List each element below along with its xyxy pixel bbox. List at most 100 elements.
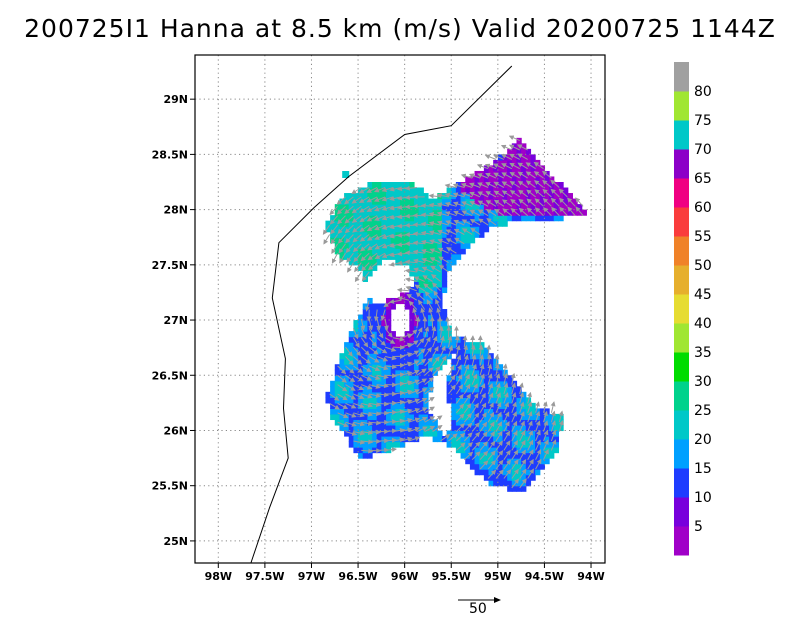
- wind-vector: [352, 328, 359, 340]
- wind-vector: [487, 440, 496, 451]
- wind-vector: [353, 384, 365, 391]
- wind-vector: [344, 196, 354, 205]
- wind-vector: [534, 207, 544, 217]
- lon-tick-label: 94.5W: [525, 570, 564, 583]
- wind-vector: [518, 207, 529, 217]
- wind-vectors: [322, 135, 584, 489]
- wind-vector: [534, 189, 544, 198]
- wind-vector: [487, 431, 495, 442]
- wind-vector: [392, 409, 405, 415]
- wind-vector: [439, 335, 445, 348]
- lat-tick-label: 28N: [163, 204, 188, 217]
- colorbar-label: 80: [694, 84, 712, 100]
- wind-vector: [416, 337, 425, 348]
- wind-vector: [424, 357, 433, 367]
- wind-vector: [432, 425, 443, 433]
- reference-vector-label: 50: [469, 601, 487, 617]
- wind-vector: [345, 421, 357, 427]
- wind-vector: [463, 451, 474, 461]
- wind-vector: [408, 329, 418, 339]
- wind-vector: [484, 154, 497, 160]
- wind-vector: [503, 430, 511, 442]
- wind-vector: [368, 356, 380, 363]
- wind-vector: [369, 429, 382, 435]
- lat-tick-label: 25N: [163, 535, 188, 548]
- plot-area: [195, 55, 605, 563]
- colorbar-label: 75: [694, 113, 712, 129]
- lon-tick-label: 95W: [484, 570, 511, 583]
- wind-vector: [345, 393, 357, 400]
- wind-vector: [365, 300, 370, 312]
- wind-vector: [542, 188, 552, 198]
- colorbar-swatch: [674, 323, 689, 353]
- wind-vector: [487, 460, 496, 470]
- wind-vector: [462, 335, 468, 348]
- wind-vector: [384, 346, 397, 352]
- lat-tick-label: 25.5N: [152, 480, 188, 493]
- wind-vector: [400, 361, 413, 367]
- wind-vector: [408, 389, 420, 395]
- wind-vector: [416, 368, 427, 376]
- wind-vector: [558, 188, 568, 198]
- wind-vector: [519, 439, 526, 451]
- wind-vector: [526, 198, 536, 207]
- wind-vector: [487, 373, 493, 385]
- wind-vector: [353, 430, 366, 436]
- wind-vector: [384, 337, 396, 344]
- wind-vector: [558, 420, 564, 432]
- wind-vector: [456, 442, 466, 451]
- wind-vector: [422, 275, 433, 282]
- wind-vector: [437, 316, 443, 329]
- wind-vector: [377, 365, 389, 371]
- wind-vector: [396, 287, 409, 293]
- wind-vector: [495, 382, 501, 395]
- wind-vector: [535, 401, 540, 413]
- wind-vector: [445, 229, 457, 235]
- wind-vector: [345, 346, 353, 357]
- wind-vector: [502, 208, 513, 217]
- wind-vector: [479, 373, 485, 385]
- wind-vector: [385, 437, 397, 443]
- wind-vector: [448, 374, 456, 385]
- wind-vector: [448, 384, 456, 395]
- wind-vector: [437, 247, 449, 254]
- wind-vector: [396, 260, 409, 266]
- wind-vector: [463, 344, 469, 357]
- wind-vector: [424, 396, 435, 404]
- wind-vector: [518, 189, 529, 198]
- wind-vector: [479, 431, 488, 442]
- wind-vector: [345, 365, 355, 374]
- wind-vector: [351, 215, 362, 224]
- wind-vector: [397, 296, 410, 301]
- wind-vector: [535, 429, 541, 442]
- wind-vector: [337, 234, 346, 244]
- wind-speed-field: [325, 137, 587, 492]
- wind-vector: [501, 190, 513, 198]
- wind-vector: [543, 429, 549, 442]
- reference-vector: 50: [458, 597, 501, 617]
- wind-vector: [477, 182, 489, 188]
- axis-ticks: 98W 97.5W 97W 96.5W 96W 95.5W 95W 94.5W 94W 25N 25…: [152, 93, 605, 583]
- wind-vector: [329, 402, 340, 410]
- wind-vector: [336, 196, 346, 205]
- wind-vector: [429, 257, 441, 264]
- wind-vector: [486, 218, 497, 226]
- wind-vector: [511, 401, 517, 413]
- wind-vector: [416, 378, 428, 386]
- wind-vector: [508, 144, 520, 151]
- wind-vector: [461, 201, 473, 207]
- wind-vector: [351, 187, 362, 195]
- wind-vector: [368, 346, 379, 355]
- wind-vector: [368, 337, 377, 347]
- wind-vector: [502, 363, 508, 376]
- wind-vector: [392, 381, 405, 387]
- wind-vector: [416, 426, 428, 433]
- wind-vector: [519, 420, 525, 432]
- wind-vector: [461, 219, 473, 226]
- wind-vector: [361, 393, 373, 399]
- wind-vector: [454, 335, 460, 348]
- wind-vector: [519, 478, 527, 489]
- wind-vector: [463, 442, 473, 451]
- wind-vector: [517, 171, 528, 179]
- wind-vector: [408, 360, 420, 367]
